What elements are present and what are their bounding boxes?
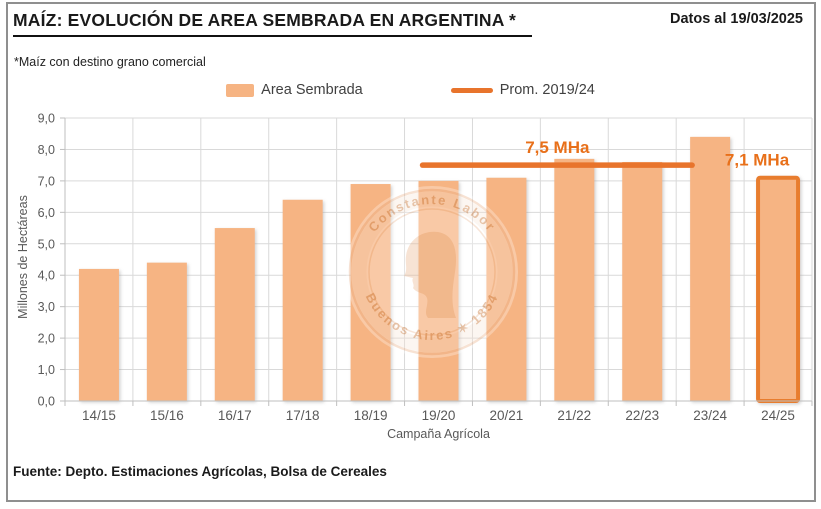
y-tick-label: 9,0 — [38, 112, 55, 126]
data-date-note: Datos al 19/03/2025 — [669, 11, 803, 27]
bar-23/24 — [690, 136, 731, 401]
bar-21/22 — [554, 158, 595, 401]
page-title: MAÍZ: EVOLUCIÓN DE AREA SEMBRADA EN ARGE… — [13, 10, 532, 37]
avg-value-label: 7,5 MHa — [525, 138, 590, 157]
x-tick-label: 15/16 — [150, 408, 184, 423]
y-axis-title: Millones de Hectáreas — [16, 195, 30, 319]
legend-item-prom: Prom. 2019/24 — [450, 82, 595, 98]
line-swatch-icon — [450, 87, 493, 93]
bar-15/16 — [146, 262, 187, 401]
x-tick-label: 19/20 — [422, 408, 456, 423]
bar-17/18 — [282, 199, 323, 401]
bar-swatch-icon — [226, 83, 255, 97]
x-tick-label: 20/21 — [490, 408, 524, 423]
bar-series — [78, 136, 801, 403]
bar-16/17 — [214, 228, 255, 401]
y-tick-label: 4,0 — [38, 269, 55, 283]
y-tick-label: 7,0 — [38, 174, 55, 188]
chart-subtitle: *Maíz con destino grano comercial — [14, 55, 206, 69]
last-value-label: 7,1 MHa — [725, 151, 790, 170]
x-tick-label: 24/25 — [761, 408, 795, 423]
x-tick-label: 18/19 — [354, 408, 388, 423]
legend-item-area-sembrada: Area Sembrada — [226, 82, 363, 98]
y-tick-label: 1,0 — [38, 363, 55, 377]
legend: Area Sembrada Prom. 2019/24 — [0, 82, 821, 98]
legend-label: Prom. 2019/24 — [499, 82, 595, 98]
bar-18/19 — [350, 184, 391, 401]
legend-label: Area Sembrada — [261, 82, 363, 98]
y-tick-label: 2,0 — [38, 332, 55, 346]
ceres-profile-icon — [404, 231, 457, 318]
bar-19/20 — [418, 180, 459, 401]
bar-14/15 — [78, 268, 119, 401]
x-tick-label: 22/23 — [625, 408, 659, 423]
x-axis-title: Campaña Agrícola — [387, 427, 490, 441]
y-tick-label: 3,0 — [38, 300, 55, 314]
source-note: Fuente: Depto. Estimaciones Agrícolas, B… — [13, 464, 387, 479]
x-tick-label: 23/24 — [693, 408, 727, 423]
bar-20/21 — [486, 177, 527, 401]
y-tick-label: 8,0 — [38, 143, 55, 157]
x-tick-label: 21/22 — [557, 408, 591, 423]
y-tick-label: 0,0 — [38, 395, 55, 409]
bar-24/25 — [756, 175, 801, 403]
x-tick-label: 14/15 — [82, 408, 116, 423]
y-tick-label: 5,0 — [38, 237, 55, 251]
y-tick-label: 6,0 — [38, 206, 55, 220]
x-tick-label: 16/17 — [218, 408, 252, 423]
bar-22/23 — [622, 162, 663, 401]
x-tick-label: 17/18 — [286, 408, 320, 423]
